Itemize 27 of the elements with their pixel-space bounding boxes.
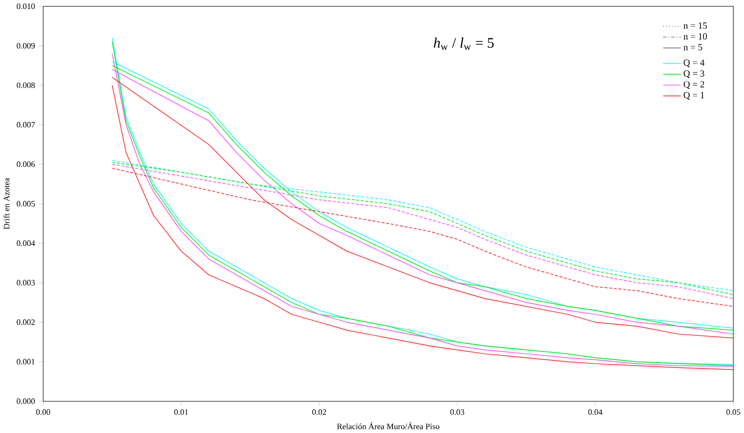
y-tick-label: 0.009 [16,43,35,49]
annotation: n = 15 [684,22,707,29]
y-tick-label: 0.010 [16,4,35,10]
annotation: h$_{w}$ / l$_{w}$ = 5 [434,38,494,50]
y-tick-label: 0.004 [16,240,35,246]
y-tick-label: 0.005 [16,201,35,207]
x-tick-label: 0.02 [312,409,326,416]
annotation: n = 10 [684,33,707,40]
y-tick-label: 0.008 [16,82,35,88]
x-tick-label: 0.03 [450,409,464,416]
x-tick-label: 0.04 [588,409,602,416]
y-axis-title: Drift en Azotea [3,178,10,230]
annotation: n = 5 [684,44,702,50]
y-tick-label: 0.002 [16,320,35,326]
legend-label: Q = 2 [684,81,704,90]
x-tick-label: 0.00 [36,409,50,416]
legend-label: Q = 3 [684,70,704,78]
y-tick-label: 0.000 [16,398,35,404]
x-axis-title: Relación Área Muro/Área Piso [337,422,440,430]
legend-label: Q = 1 [684,92,704,100]
y-tick-label: 0.003 [16,280,35,286]
y-tick-label: 0.007 [16,122,35,128]
y-tick-label: 0.001 [16,359,35,365]
legend-label: Q = 4 [684,60,704,68]
x-tick-label: 0.05 [726,409,740,416]
x-tick-label: 0.01 [174,409,188,416]
y-tick-label: 0.006 [16,162,35,168]
